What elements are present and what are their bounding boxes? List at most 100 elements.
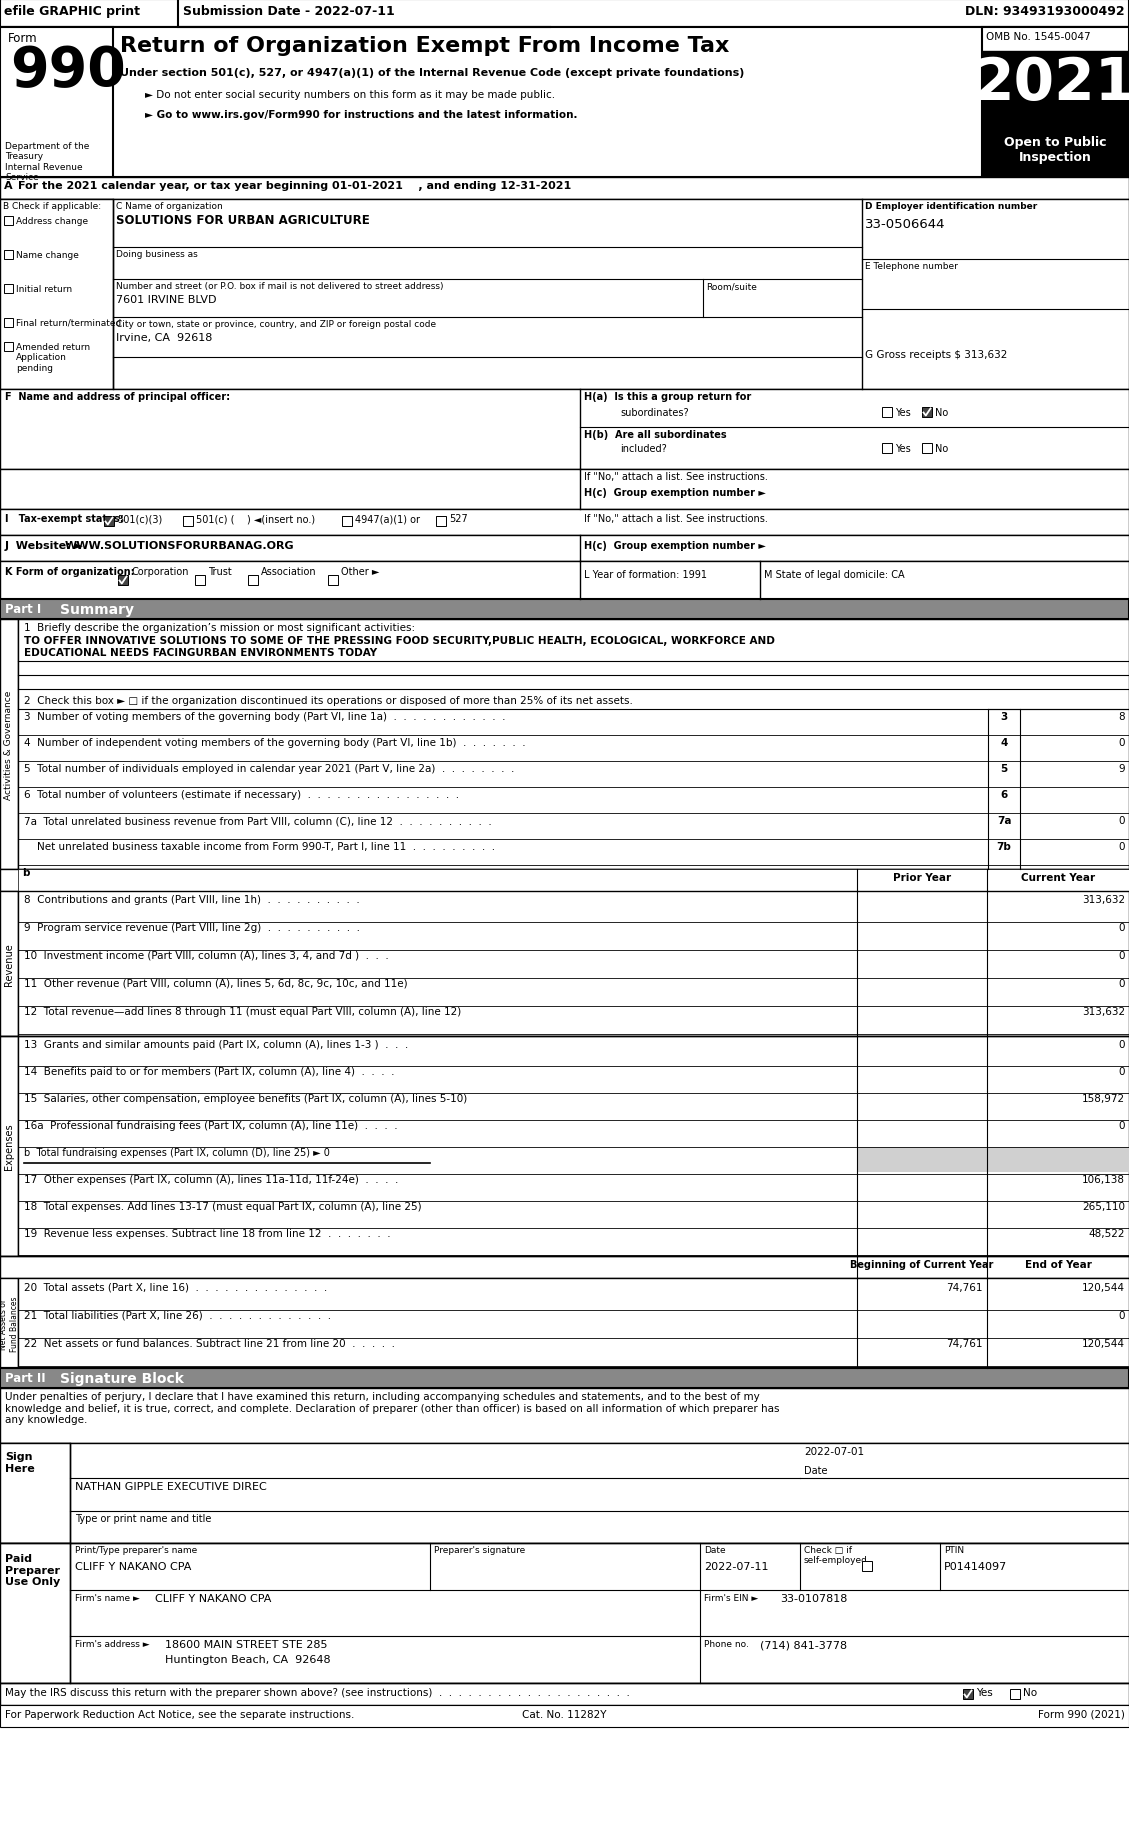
Text: Under penalties of perjury, I declare that I have examined this return, includin: Under penalties of perjury, I declare th… — [5, 1391, 779, 1424]
Text: ► Go to www.irs.gov/Form990 for instructions and the latest information.: ► Go to www.irs.gov/Form990 for instruct… — [145, 110, 578, 121]
Text: Address change: Address change — [16, 218, 88, 225]
Bar — [0, 199, 113, 390]
Text: Summary: Summary — [60, 602, 134, 617]
Text: For Paperwork Reduction Act Notice, see the separate instructions.: For Paperwork Reduction Act Notice, see … — [5, 1709, 355, 1718]
Bar — [0, 27, 113, 178]
Bar — [982, 27, 1129, 178]
Text: 16a  Professional fundraising fees (Part IX, column (A), line 11e)  .  .  .  .: 16a Professional fundraising fees (Part … — [24, 1120, 397, 1131]
Text: 0: 0 — [1119, 979, 1124, 988]
Bar — [963, 1689, 973, 1698]
Bar — [0, 600, 1129, 620]
Text: 6  Total number of volunteers (estimate if necessary)  .  .  .  .  .  .  .  .  .: 6 Total number of volunteers (estimate i… — [24, 789, 460, 800]
Text: Room/suite: Room/suite — [706, 282, 756, 291]
Text: Huntington Beach, CA  92648: Huntington Beach, CA 92648 — [165, 1654, 331, 1665]
Text: CLIFF Y NAKANO CPA: CLIFF Y NAKANO CPA — [155, 1592, 271, 1603]
Text: No: No — [1023, 1687, 1038, 1696]
Bar — [342, 516, 352, 527]
Bar — [0, 1684, 1129, 1706]
Text: Open to Public
Inspection: Open to Public Inspection — [1004, 135, 1106, 165]
Bar — [5, 218, 14, 225]
Bar — [0, 1543, 70, 1684]
Text: Corporation: Corporation — [131, 567, 189, 576]
Text: 0: 0 — [1119, 737, 1124, 748]
Text: 33-0506644: 33-0506644 — [865, 218, 945, 231]
Text: Current Year: Current Year — [1021, 873, 1095, 882]
Text: Amended return
Application
pending: Amended return Application pending — [16, 342, 90, 373]
Bar — [329, 576, 338, 586]
Text: H(b)  Are all subordinates: H(b) Are all subordinates — [584, 430, 727, 439]
Text: PTIN: PTIN — [944, 1545, 964, 1554]
Text: L Year of formation: 1991: L Year of formation: 1991 — [584, 569, 707, 580]
Text: Under section 501(c), 527, or 4947(a)(1) of the Internal Revenue Code (except pr: Under section 501(c), 527, or 4947(a)(1)… — [120, 68, 744, 79]
Bar — [0, 178, 1129, 199]
Bar — [0, 27, 1129, 178]
Text: WWW.SOLUTIONSFORURBANAG.ORG: WWW.SOLUTIONSFORURBANAG.ORG — [65, 540, 295, 551]
Bar — [882, 408, 892, 417]
Text: No: No — [935, 443, 948, 454]
Text: M State of legal domicile: CA: M State of legal domicile: CA — [764, 569, 904, 580]
Text: 9  Program service revenue (Part VIII, line 2g)  .  .  .  .  .  .  .  .  .  .: 9 Program service revenue (Part VIII, li… — [24, 922, 360, 933]
Text: 14  Benefits paid to or for members (Part IX, column (A), line 4)  .  .  .  .: 14 Benefits paid to or for members (Part… — [24, 1067, 394, 1076]
Bar — [0, 390, 1129, 470]
Text: 5  Total number of individuals employed in calendar year 2021 (Part V, line 2a) : 5 Total number of individuals employed i… — [24, 763, 515, 774]
Text: 0: 0 — [1119, 1310, 1124, 1319]
Text: (714) 841-3778: (714) 841-3778 — [760, 1640, 847, 1649]
Text: Form: Form — [8, 31, 37, 46]
Text: subordinates?: subordinates? — [620, 408, 689, 417]
Text: b  Total fundraising expenses (Part IX, column (D), line 25) ► 0: b Total fundraising expenses (Part IX, c… — [24, 1147, 330, 1157]
Text: Initial return: Initial return — [16, 285, 72, 295]
Text: ► Do not enter social security numbers on this form as it may be made public.: ► Do not enter social security numbers o… — [145, 90, 555, 101]
Text: 2022-07-11: 2022-07-11 — [704, 1561, 769, 1572]
Text: 0: 0 — [1119, 922, 1124, 933]
Text: If "No," attach a list. See instructions.: If "No," attach a list. See instructions… — [584, 514, 768, 523]
Text: Signature Block: Signature Block — [60, 1371, 184, 1385]
Text: Irvine, CA  92618: Irvine, CA 92618 — [116, 333, 212, 342]
Text: D Employer identification number: D Employer identification number — [865, 201, 1038, 210]
Text: Final return/terminated: Final return/terminated — [16, 318, 121, 328]
Text: 0: 0 — [1119, 1039, 1124, 1049]
Bar — [0, 0, 1129, 27]
Bar — [0, 1389, 1129, 1444]
Text: 17  Other expenses (Part IX, column (A), lines 11a-11d, 11f-24e)  .  .  .  .: 17 Other expenses (Part IX, column (A), … — [24, 1175, 399, 1184]
Text: 120,544: 120,544 — [1082, 1283, 1124, 1292]
Text: H(a)  Is this a group return for: H(a) Is this a group return for — [584, 392, 751, 403]
Text: May the IRS discuss this return with the preparer shown above? (see instructions: May the IRS discuss this return with the… — [5, 1687, 630, 1696]
Text: C Name of organization: C Name of organization — [116, 201, 222, 210]
Text: 1  Briefly describe the organization’s mission or most significant activities:: 1 Briefly describe the organization’s mi… — [24, 622, 415, 633]
Text: 0: 0 — [1119, 1120, 1124, 1131]
Bar — [0, 1036, 18, 1257]
Text: 0: 0 — [1119, 1067, 1124, 1076]
Text: 527: 527 — [449, 514, 467, 523]
Text: 313,632: 313,632 — [1082, 895, 1124, 904]
Bar — [0, 562, 1129, 600]
Text: Date: Date — [704, 1545, 726, 1554]
Text: 12  Total revenue—add lines 8 through 11 (must equal Part VIII, column (A), line: 12 Total revenue—add lines 8 through 11 … — [24, 1007, 462, 1016]
Bar — [922, 443, 933, 454]
Text: A: A — [5, 181, 12, 190]
Text: Trust: Trust — [208, 567, 231, 576]
Text: Revenue: Revenue — [5, 942, 14, 985]
Text: 158,972: 158,972 — [1082, 1093, 1124, 1103]
Text: NATHAN GIPPLE EXECUTIVE DIREC: NATHAN GIPPLE EXECUTIVE DIREC — [75, 1480, 266, 1491]
Text: 313,632: 313,632 — [1082, 1007, 1124, 1016]
Text: 18600 MAIN STREET STE 285: 18600 MAIN STREET STE 285 — [165, 1640, 327, 1649]
Text: P01414097: P01414097 — [944, 1561, 1007, 1572]
Text: Cat. No. 11282Y: Cat. No. 11282Y — [522, 1709, 606, 1718]
Text: 7601 IRVINE BLVD: 7601 IRVINE BLVD — [116, 295, 217, 306]
Bar — [0, 1444, 70, 1543]
Text: H(c)  Group exemption number ►: H(c) Group exemption number ► — [584, 540, 765, 551]
Text: 120,544: 120,544 — [1082, 1338, 1124, 1349]
Text: Net unrelated business taxable income from Form 990-T, Part I, line 11  .  .  . : Net unrelated business taxable income fr… — [24, 842, 496, 851]
Bar — [18, 620, 1129, 869]
Text: included?: included? — [620, 443, 667, 454]
Text: 4: 4 — [1000, 737, 1008, 748]
Bar — [5, 285, 14, 295]
Text: Phone no.: Phone no. — [704, 1640, 749, 1649]
Text: SOLUTIONS FOR URBAN AGRICULTURE: SOLUTIONS FOR URBAN AGRICULTURE — [116, 214, 370, 227]
Bar — [119, 576, 128, 586]
Text: 0: 0 — [1119, 816, 1124, 825]
Bar — [18, 891, 1129, 1036]
Text: H(c)  Group exemption number ►: H(c) Group exemption number ► — [584, 489, 765, 498]
Text: B Check if applicable:: B Check if applicable: — [3, 201, 102, 210]
Text: Number and street (or P.O. box if mail is not delivered to street address): Number and street (or P.O. box if mail i… — [116, 282, 444, 291]
